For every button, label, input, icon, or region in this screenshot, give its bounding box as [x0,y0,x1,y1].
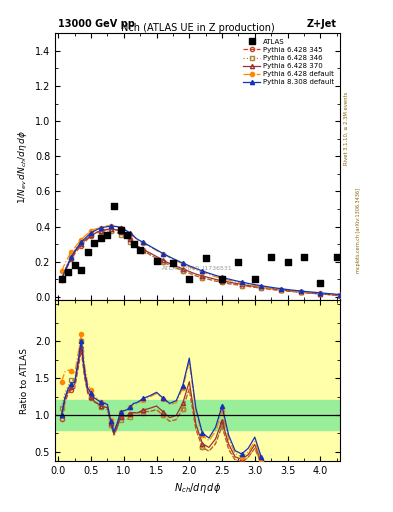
Point [153,257,160,265]
Point [130,240,137,248]
Text: Rivet 3.1.10, ≥ 2.3M events: Rivet 3.1.10, ≥ 2.3M events [344,91,349,165]
Point [65,268,71,276]
Y-axis label: Ratio to ATLAS: Ratio to ATLAS [20,348,29,414]
X-axis label: $N_{ch}/d\eta\,d\phi$: $N_{ch}/d\eta\,d\phi$ [174,481,221,495]
Point [72,261,78,269]
Title: Nch (ATLAS UE in Z production): Nch (ATLAS UE in Z production) [121,23,274,32]
Point [124,231,130,240]
Point [235,258,242,266]
Point [186,275,193,284]
Point [78,266,84,274]
Point [137,246,143,254]
Point [104,231,110,240]
Point [170,259,176,267]
Point [111,201,117,209]
Point [285,258,291,266]
Point [202,254,209,262]
Point [84,248,91,256]
Y-axis label: $1/N_{ev}\,dN_{ch}/d\eta\,d\phi$: $1/N_{ev}\,dN_{ch}/d\eta\,d\phi$ [16,130,29,204]
Point [219,275,225,284]
Legend: ATLAS, Pythia 6.428 345, Pythia 6.428 346, Pythia 6.428 370, Pythia 6.428 defaul: ATLAS, Pythia 6.428 345, Pythia 6.428 34… [241,37,336,88]
Text: mcplots.cern.ch [arXiv:1306.3436]: mcplots.cern.ch [arXiv:1306.3436] [356,188,361,273]
Point [317,279,323,287]
Text: 13000 GeV pp: 13000 GeV pp [58,19,135,29]
Point [252,275,258,284]
Point [118,226,124,234]
Text: ATLAS_2019_I1736531: ATLAS_2019_I1736531 [162,266,233,271]
Point [301,253,307,262]
Point [334,253,340,262]
Point [59,275,65,284]
Point [98,234,104,242]
Point [91,239,97,247]
Text: Z+Jet: Z+Jet [307,19,337,29]
Point [268,253,274,262]
Bar [55,400,340,430]
